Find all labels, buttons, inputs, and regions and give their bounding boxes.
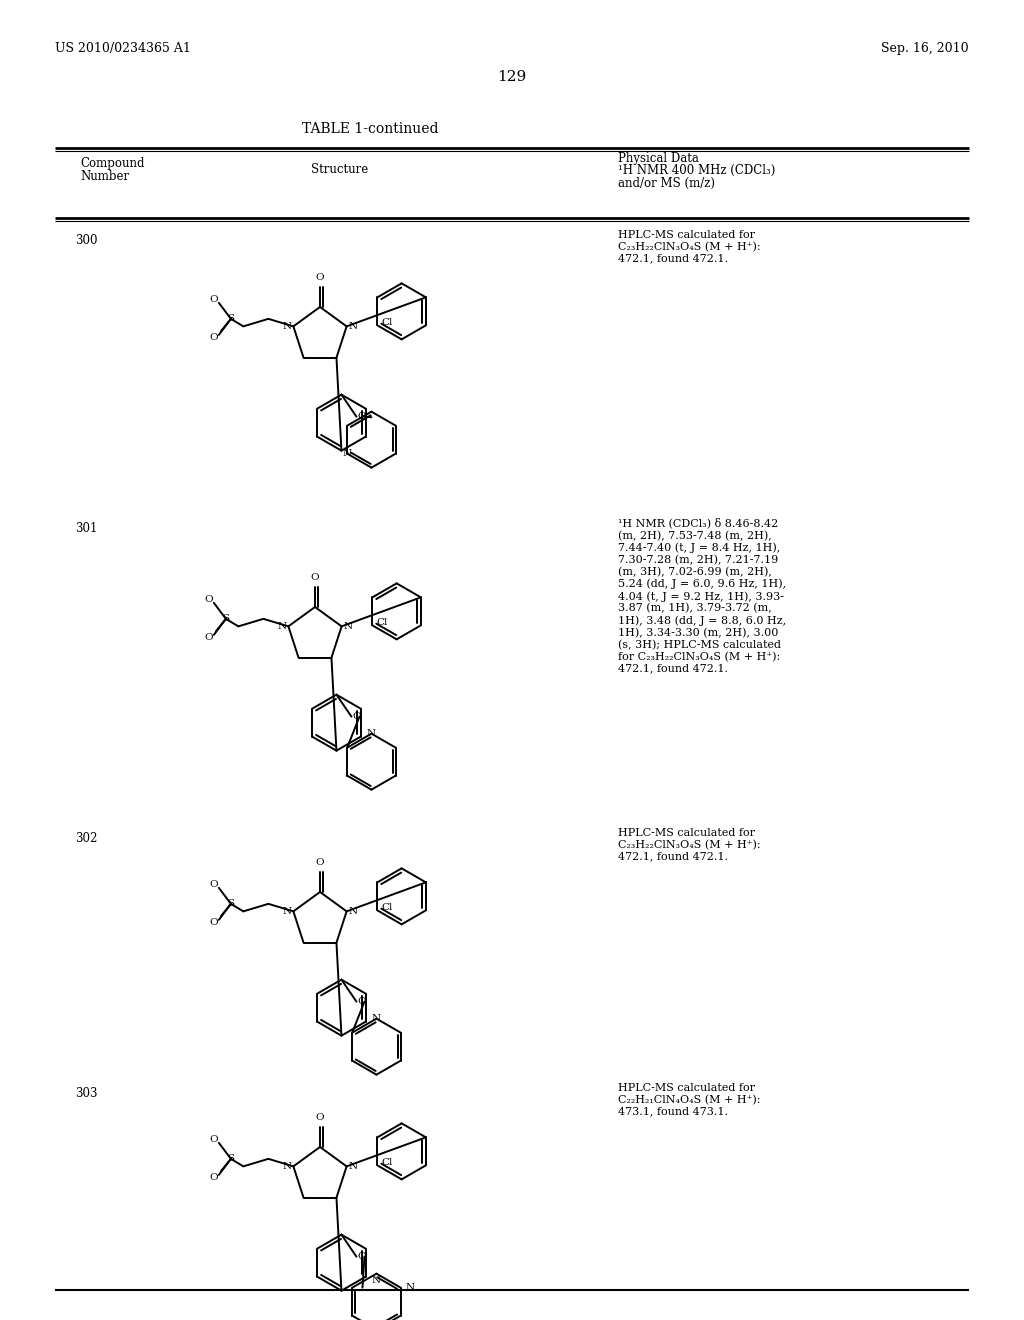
Text: O: O xyxy=(205,595,213,605)
Text: O: O xyxy=(210,1135,218,1144)
Text: S: S xyxy=(227,899,234,908)
Text: O: O xyxy=(210,919,218,928)
Text: Cl: Cl xyxy=(377,618,388,627)
Text: HPLC-MS calculated for
C₂₃H₂₂ClN₃O₄S (M + H⁺):
472.1, found 472.1.: HPLC-MS calculated for C₂₃H₂₂ClN₃O₄S (M … xyxy=(618,828,761,862)
Text: O: O xyxy=(357,1253,367,1261)
Text: 300: 300 xyxy=(75,234,97,247)
Text: O: O xyxy=(210,296,218,305)
Text: Cl: Cl xyxy=(381,318,393,327)
Text: and/or MS (m/z): and/or MS (m/z) xyxy=(618,177,715,190)
Text: O: O xyxy=(310,573,319,582)
Text: O: O xyxy=(315,858,325,867)
Text: S: S xyxy=(227,1155,234,1163)
Text: TABLE 1-continued: TABLE 1-continued xyxy=(302,121,438,136)
Text: O: O xyxy=(210,334,218,342)
Text: N: N xyxy=(348,322,357,331)
Text: O: O xyxy=(357,412,367,421)
Text: Sep. 16, 2010: Sep. 16, 2010 xyxy=(882,42,969,55)
Text: 303: 303 xyxy=(75,1086,97,1100)
Text: ¹H NMR 400 MHz (CDCl₃): ¹H NMR 400 MHz (CDCl₃) xyxy=(618,164,775,177)
Text: Physical Data: Physical Data xyxy=(618,152,698,165)
Text: O: O xyxy=(315,1113,325,1122)
Text: Compound: Compound xyxy=(80,157,144,170)
Text: N: N xyxy=(283,907,292,916)
Text: Number: Number xyxy=(80,170,129,183)
Text: N: N xyxy=(406,1283,415,1292)
Text: N: N xyxy=(343,449,352,458)
Text: N: N xyxy=(344,622,352,631)
Text: S: S xyxy=(227,314,234,323)
Text: ¹H NMR (CDCl₃) δ 8.46-8.42
(m, 2H), 7.53-7.48 (m, 2H),
7.44-7.40 (t, J = 8.4 Hz,: ¹H NMR (CDCl₃) δ 8.46-8.42 (m, 2H), 7.53… xyxy=(618,517,786,673)
Text: O: O xyxy=(357,997,367,1006)
Text: S: S xyxy=(222,614,229,623)
Text: N: N xyxy=(283,1162,292,1171)
Text: N: N xyxy=(367,729,376,738)
Text: O: O xyxy=(210,1173,218,1183)
Text: N: N xyxy=(348,907,357,916)
Text: Cl: Cl xyxy=(381,903,393,912)
Text: N: N xyxy=(278,622,287,631)
Text: Structure: Structure xyxy=(311,162,369,176)
Text: US 2010/0234365 A1: US 2010/0234365 A1 xyxy=(55,42,190,55)
Text: N: N xyxy=(348,1162,357,1171)
Text: 302: 302 xyxy=(75,832,97,845)
Text: O: O xyxy=(210,880,218,890)
Text: HPLC-MS calculated for
C₂₃H₂₂ClN₃O₄S (M + H⁺):
472.1, found 472.1.: HPLC-MS calculated for C₂₃H₂₂ClN₃O₄S (M … xyxy=(618,230,761,264)
Text: N: N xyxy=(283,322,292,331)
Text: O: O xyxy=(315,273,325,282)
Text: Cl: Cl xyxy=(381,1158,393,1167)
Text: O: O xyxy=(205,634,213,643)
Text: N: N xyxy=(372,1014,381,1023)
Text: HPLC-MS calculated for
C₂₂H₂₁ClN₄O₄S (M + H⁺):
473.1, found 473.1.: HPLC-MS calculated for C₂₂H₂₁ClN₄O₄S (M … xyxy=(618,1082,761,1117)
Text: 129: 129 xyxy=(498,70,526,84)
Text: O: O xyxy=(352,713,361,721)
Text: 301: 301 xyxy=(75,521,97,535)
Text: N: N xyxy=(372,1275,381,1284)
